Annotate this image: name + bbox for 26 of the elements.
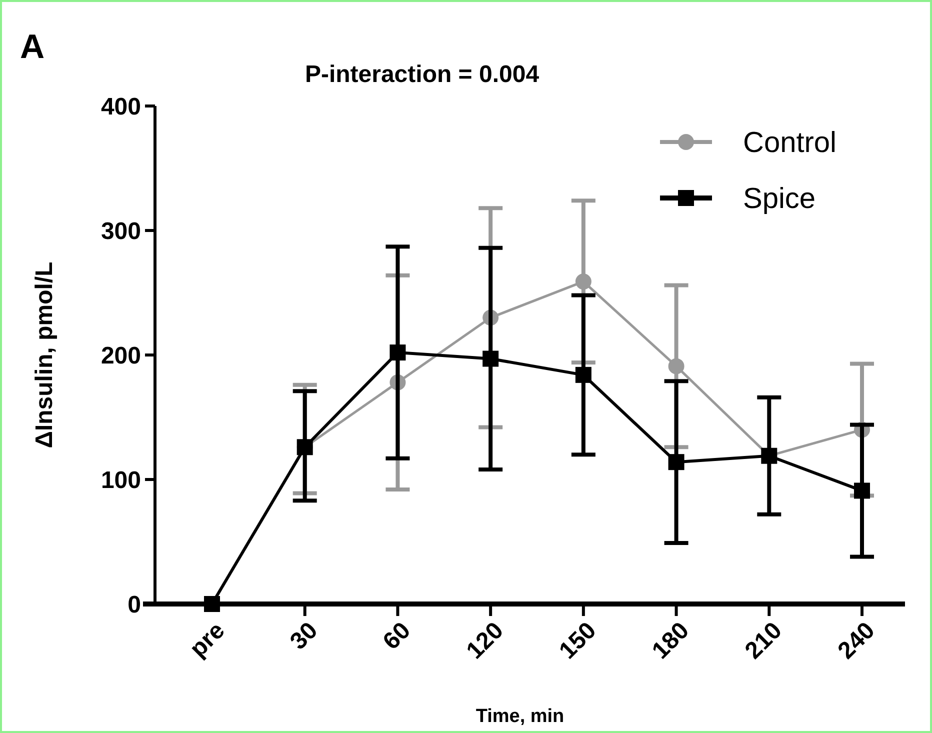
x-tick-label: 150 — [554, 617, 602, 664]
x-tick-label: 60 — [378, 617, 416, 656]
point — [668, 454, 684, 470]
y-tick-label: 100 — [100, 466, 141, 494]
x-tick-label: 210 — [740, 617, 788, 664]
y-tick-label: 0 — [128, 591, 141, 618]
text: A — [20, 28, 45, 66]
y-tick-label: 200 — [100, 342, 141, 370]
y-tick-label: 300 — [100, 218, 141, 245]
point — [575, 274, 592, 290]
x-tick-label: 120 — [461, 617, 509, 664]
x-axis-title: Time, min — [476, 706, 564, 727]
point — [575, 366, 592, 383]
point — [854, 482, 870, 499]
x-tick-label: 180 — [647, 617, 694, 664]
legend-label: Control — [743, 127, 836, 160]
legend-label: Spice — [743, 183, 816, 216]
chart-title: P-interaction = 0.004 — [304, 61, 540, 88]
point — [390, 344, 406, 361]
point — [482, 350, 499, 367]
x-tick-label: pre — [184, 617, 230, 663]
point — [668, 358, 684, 374]
x-tick-label: 240 — [832, 617, 880, 664]
y-axis-title: ΔInsulin, pmol/L — [31, 262, 58, 448]
y-tick-label: 400 — [100, 93, 141, 120]
x-tick-label: 30 — [285, 617, 324, 656]
